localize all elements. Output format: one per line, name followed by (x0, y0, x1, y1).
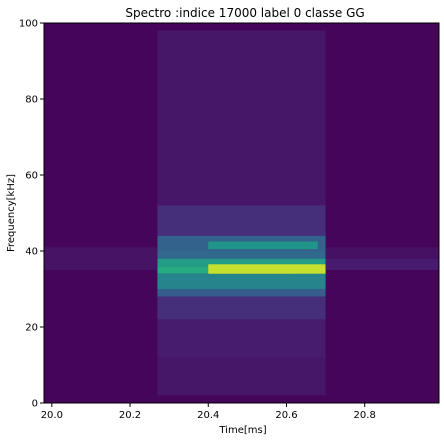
heatmap-band-13 (44, 247, 158, 270)
y-tick-label: 100 (19, 19, 38, 30)
y-tick-label: 0 (32, 399, 38, 410)
x-tick-label: 20.8 (354, 410, 376, 421)
heatmap-band-15 (325, 247, 439, 259)
chart-title: Spectro :indice 17000 label 0 classe GG (125, 6, 364, 20)
y-axis: 0 20 40 60 80 100 (19, 19, 44, 410)
heatmap-band-11 (157, 296, 326, 320)
x-tick-label: 20.6 (275, 410, 297, 421)
heatmap-band-3 (208, 241, 318, 250)
y-axis-label: Frequency[kHz] (6, 174, 17, 252)
heatmap-band-10 (157, 289, 326, 297)
x-axis: 20.0 20.2 20.4 20.6 20.8 (41, 403, 376, 421)
heatmap-band-12 (157, 319, 326, 358)
plot-frame (43, 22, 440, 404)
heatmap-band-9 (157, 273, 326, 289)
heatmap-band-4 (157, 251, 326, 259)
y-tick-label: 20 (25, 323, 38, 334)
heatmap-band-14 (325, 258, 439, 270)
x-tick-label: 20.0 (41, 410, 63, 421)
x-axis-label: Time[ms] (218, 425, 266, 436)
y-tick-label: 40 (25, 247, 38, 258)
y-tick-label: 80 (25, 95, 38, 106)
plot-area (44, 23, 439, 403)
heatmap-band-7 (208, 264, 326, 274)
heatmap-band-5 (157, 258, 326, 267)
x-tick-label: 20.2 (119, 410, 141, 421)
x-tick-label: 20.4 (197, 410, 219, 421)
heatmap-band-1 (157, 205, 326, 236)
y-tick-label: 60 (25, 171, 38, 182)
